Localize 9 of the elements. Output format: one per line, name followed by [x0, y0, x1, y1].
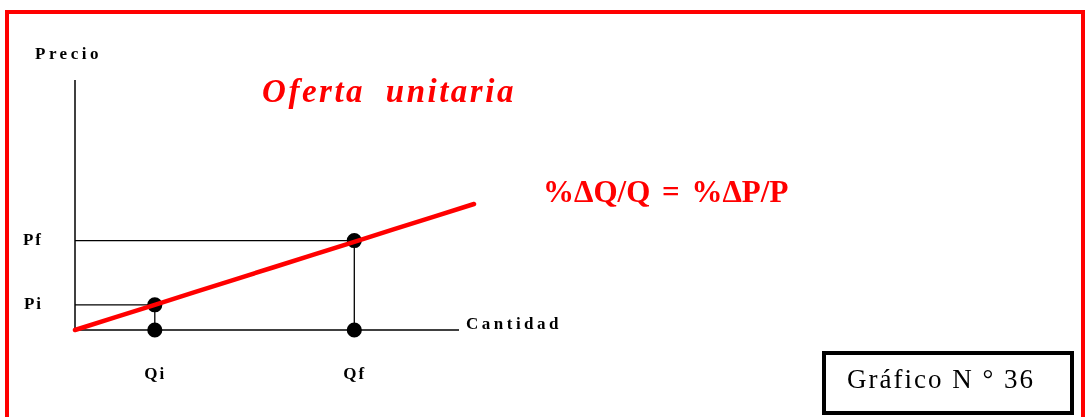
x-axis-title: Cantidad: [466, 313, 563, 333]
x-tick-label: Qf: [343, 364, 367, 384]
text: %ΔQ/Q = %ΔP/P: [543, 174, 789, 210]
chart-title: Oferta unitaria: [262, 72, 516, 109]
text: Gráfico N ° 36: [847, 364, 1035, 395]
x-tick-label: Qi: [144, 364, 167, 384]
text: Precio: [35, 43, 102, 63]
series-label: Pi: [23, 293, 43, 313]
series-label: Pf: [22, 229, 43, 249]
